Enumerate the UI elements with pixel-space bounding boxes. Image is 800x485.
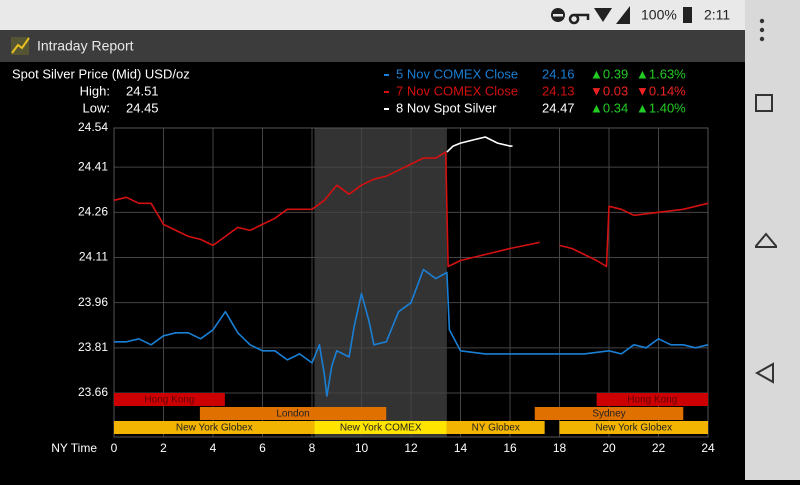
legend-change-pct: ▲1.63% [636, 66, 686, 81]
y-tick-label: 23.81 [78, 340, 108, 354]
session-label: Hong Kong [627, 395, 677, 406]
back-button[interactable] [754, 362, 774, 384]
y-tick-label: 24.26 [78, 204, 108, 218]
session-bar [534, 407, 684, 420]
overflow-menu[interactable] [759, 18, 765, 42]
x-tick-label: 12 [404, 441, 418, 455]
x-tick-label: 6 [259, 441, 266, 455]
status-bar [0, 0, 745, 30]
x-tick-label: 0 [111, 441, 118, 455]
x-tick-label: 22 [652, 441, 666, 455]
shaded-range [314, 128, 447, 437]
legend-change: ▲0.39 [590, 66, 628, 81]
y-tick-label: 23.96 [78, 295, 108, 309]
legend-change-pct: ▼0.14% [636, 83, 686, 98]
session-bar [114, 421, 315, 434]
x-tick-label: 10 [355, 441, 369, 455]
app-title: Intraday Report [37, 38, 134, 54]
session-label: New York Globex [176, 423, 253, 434]
x-tick-label: 8 [309, 441, 316, 455]
chart-title: Spot Silver Price (Mid) USD/oz [12, 66, 190, 81]
session-label: London [276, 409, 309, 420]
plot-frame [113, 127, 709, 438]
session-bar [446, 421, 545, 434]
nav-bar [745, 0, 800, 480]
legend-change: ▲0.34 [590, 100, 628, 115]
y-tick-label: 24.54 [78, 120, 108, 134]
y-tick-label: 24.41 [78, 159, 108, 173]
session-bar [314, 421, 447, 434]
x-tick-label: 4 [210, 441, 217, 455]
legend-change-pct: ▲1.40% [636, 100, 686, 115]
wifi-icon [594, 8, 612, 22]
x-tick-label: 24 [701, 441, 715, 455]
y-tick-label: 24.11 [79, 250, 108, 264]
x-tick-label: 2 [160, 441, 167, 455]
legend-last: 24.47 [542, 100, 575, 115]
x-axis-label: NY Time [51, 441, 97, 455]
session-label: Sydney [592, 409, 625, 420]
session-bar [114, 393, 225, 406]
legend-change: ▼0.03 [590, 83, 628, 98]
x-tick-label: 18 [553, 441, 567, 455]
session-label: New York COMEX [340, 423, 422, 434]
legend-last: 24.13 [542, 83, 575, 98]
stat-label: High: [80, 83, 110, 98]
legend-name: 8 Nov Spot Silver [396, 100, 497, 115]
recent-apps-button[interactable] [755, 94, 773, 112]
session-bar [199, 407, 387, 420]
stat-value: 24.45 [126, 100, 159, 115]
key-icon [568, 13, 590, 25]
price-line [114, 268, 709, 397]
home-button[interactable] [755, 232, 777, 248]
x-tick-label: 20 [602, 441, 616, 455]
price-line [446, 136, 513, 153]
legend-last: 24.16 [542, 66, 575, 81]
session-bar [596, 393, 708, 406]
session-label: NY Globex [472, 423, 520, 434]
chart: Spot Silver Price (Mid) USD/oz High: 24.51… [12, 66, 715, 455]
dnd-icon-bar [553, 14, 563, 17]
legend-name: 5 Nov COMEX Close [396, 66, 518, 81]
signal-icon [616, 6, 630, 24]
session-label: New York Globex [595, 423, 672, 434]
stat-value: 24.51 [126, 83, 159, 98]
app-icon-line [11, 37, 30, 54]
y-tick-label: 23.66 [78, 385, 108, 399]
stat-label: Low: [83, 100, 110, 115]
battery-text: 100% [641, 7, 677, 23]
battery-icon [683, 7, 692, 23]
x-tick-label: 14 [454, 441, 468, 455]
clock: 2:11 [704, 7, 730, 23]
x-tick-label: 16 [503, 441, 517, 455]
session-label: Hong Kong [144, 395, 194, 406]
session-bar [559, 421, 708, 434]
price-line [113, 151, 709, 268]
app-bar [0, 30, 745, 62]
legend-name: 7 Nov COMEX Close [396, 83, 518, 98]
